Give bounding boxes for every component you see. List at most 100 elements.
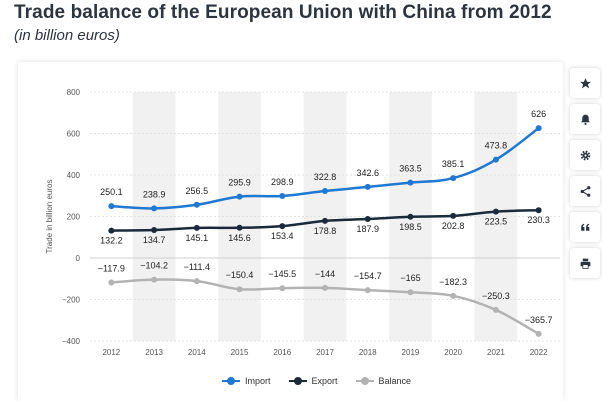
data-point-import [492,156,499,163]
data-label-import: 238.9 [143,189,166,199]
data-label-balance: −104.2 [140,261,168,271]
data-label-export: 145.1 [186,233,209,243]
quote-icon [580,223,589,231]
x-tick-label: 2016 [273,348,291,357]
data-label-import: 385.1 [442,159,465,169]
y-tick-label: −200 [62,296,81,305]
data-point-import [407,179,414,186]
gear-icon [580,150,590,160]
chart-toolbar [570,68,602,284]
cite-button[interactable] [570,212,600,242]
data-point-import [450,175,457,182]
page-subtitle: (in billion euros) [14,27,120,44]
data-label-import: 626 [531,109,546,119]
data-point-balance [193,278,200,285]
y-tick-label: 0 [76,254,81,263]
data-point-export [236,224,243,231]
data-label-export: 153.4 [271,231,294,241]
data-point-export [151,227,158,234]
y-tick-label: −400 [62,337,81,346]
bell-icon [580,114,590,125]
share-icon [580,185,590,197]
data-label-export: 202.8 [442,221,465,231]
data-point-balance [492,306,499,313]
data-point-import [108,203,115,210]
data-point-balance [364,287,371,294]
data-point-balance [236,286,243,293]
data-label-export: 145.6 [228,233,251,243]
data-point-import [535,125,542,132]
data-label-import: 473.8 [485,141,508,151]
data-label-export: 187.9 [356,224,379,234]
data-label-import: 250.1 [100,187,123,197]
y-tick-label: 200 [67,213,81,222]
legend-swatch-export [288,376,307,386]
data-label-import: 298.9 [271,177,294,187]
data-label-export: 178.8 [314,226,337,236]
data-point-export [492,208,499,215]
data-point-export [108,227,115,234]
data-point-balance [407,289,414,296]
data-label-balance: −165 [400,273,420,283]
data-label-import: 322.8 [314,172,337,182]
x-tick-label: 2018 [359,348,377,357]
data-point-import [236,193,243,200]
x-tick-label: 2021 [487,348,505,357]
data-label-balance: −117.9 [98,263,125,273]
data-label-import: 363.5 [399,164,422,174]
x-tick-label: 2012 [102,348,120,357]
x-tick-label: 2022 [530,348,548,357]
data-label-balance: −145.5 [268,269,296,279]
data-label-balance: −250.3 [482,291,510,301]
data-point-export [193,224,200,231]
legend-item-balance[interactable]: Balance [355,376,412,386]
data-point-balance [151,276,158,283]
data-point-balance [279,285,286,292]
data-point-import [322,188,328,195]
x-tick-label: 2014 [188,348,206,357]
data-point-balance [322,284,328,291]
data-point-export [279,223,286,230]
data-point-export [322,217,328,224]
legend-swatch-import [222,376,240,386]
data-point-export [535,207,542,214]
data-label-export: 132.2 [100,236,123,246]
settings-button[interactable] [570,140,600,170]
data-label-balance: −154.7 [354,271,382,281]
notification-button[interactable] [570,104,600,134]
data-label-import: 256.5 [186,186,209,196]
legend-label-import: Import [245,376,271,386]
legend-item-export[interactable]: Export [288,376,338,386]
print-icon [580,258,590,269]
x-tick-label: 2019 [402,348,420,357]
data-point-export [450,212,457,219]
data-label-export: 230.3 [527,215,550,225]
star-icon [579,77,591,88]
data-point-import [279,192,286,199]
page-title: Trade balance of the European Union with… [14,2,552,23]
share-button[interactable] [570,176,600,206]
data-label-import: 342.6 [356,168,379,178]
data-point-balance [108,279,115,286]
data-point-export [364,216,371,223]
data-label-export: 134.7 [143,235,166,245]
legend-label-export: Export [311,376,338,386]
data-label-export: 198.5 [399,222,422,232]
data-label-balance: −182.3 [439,277,467,287]
data-label-import: 295.9 [228,178,251,188]
x-tick-label: 2017 [316,348,334,357]
x-tick-label: 2013 [145,348,163,357]
data-label-balance: −144 [315,269,335,279]
y-tick-label: 600 [67,130,81,139]
data-point-export [407,213,414,220]
data-label-balance: −150.4 [226,270,254,280]
data-point-balance [535,330,542,337]
data-label-balance: −111.4 [184,262,210,272]
legend-label-balance: Balance [378,376,412,386]
favorite-button[interactable] [570,68,600,98]
data-point-balance [450,292,457,299]
chart-legend: Import Export Balance [222,376,411,386]
data-label-balance: −365.7 [525,315,553,325]
legend-item-import[interactable]: Import [222,376,271,386]
print-button[interactable] [570,248,600,278]
